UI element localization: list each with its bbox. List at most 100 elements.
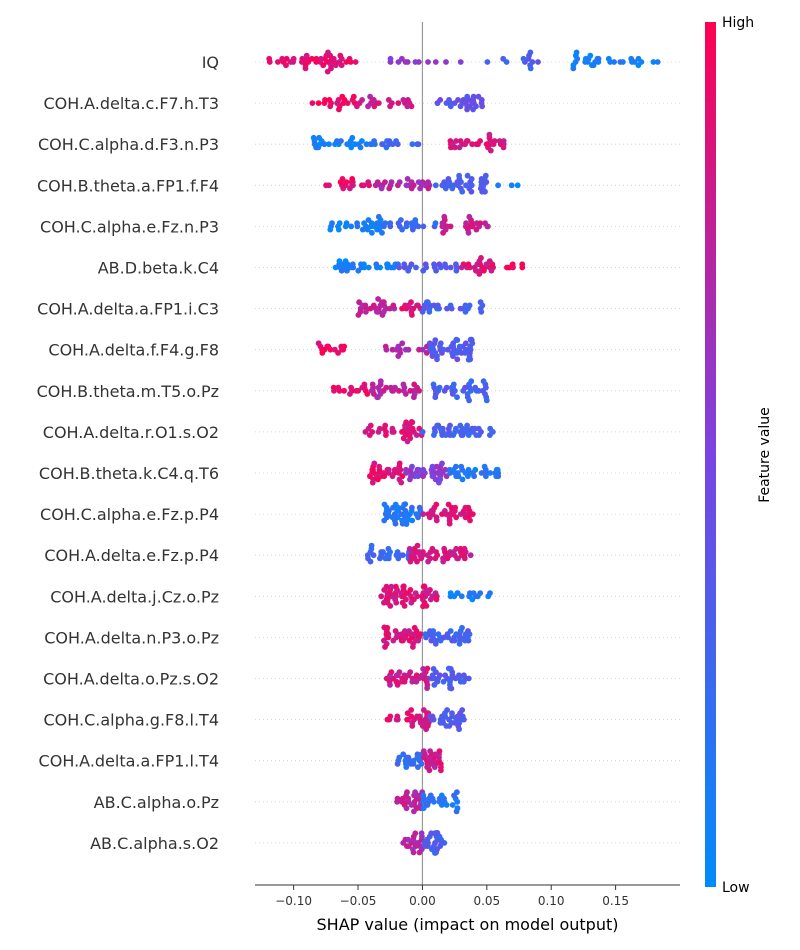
shap-point (439, 460, 445, 467)
feature-label: COH.A.delta.e.Fz.p.P4 (44, 546, 219, 565)
shap-point (415, 764, 421, 770)
shap-point (320, 62, 327, 69)
shap-point (453, 425, 459, 432)
shap-point (449, 672, 456, 679)
shap-point (444, 555, 451, 562)
shap-point (456, 343, 463, 350)
shap-point (335, 226, 342, 233)
shap-point (377, 555, 383, 562)
shap-point (336, 220, 343, 227)
shap-point (266, 55, 273, 62)
shap-point (376, 425, 383, 432)
shap-point (486, 258, 493, 264)
shap-point (402, 628, 408, 634)
shap-point (405, 843, 412, 849)
shap-point (380, 549, 386, 555)
shap-point (425, 675, 431, 682)
shap-point (399, 55, 405, 62)
shap-point (420, 466, 427, 473)
shap-point (467, 517, 473, 524)
shap-point (403, 419, 409, 426)
shap-point (408, 802, 415, 808)
shap-point (482, 220, 488, 227)
shap-point (382, 644, 388, 650)
shap-point (416, 504, 423, 511)
shap-point (381, 501, 388, 508)
shap-point (393, 599, 400, 606)
shap-point (399, 517, 405, 524)
shap-point (465, 356, 472, 363)
shap-point (412, 789, 418, 796)
shap-point (454, 555, 460, 562)
shap-point (382, 343, 389, 350)
shap-point (371, 103, 378, 110)
shap-point (416, 713, 423, 720)
shap-point (457, 103, 464, 110)
shap-point (400, 583, 407, 590)
shap-point (432, 476, 439, 483)
shap-point (427, 748, 433, 754)
shap-point (348, 384, 354, 391)
shap-point (463, 138, 470, 144)
shap-point (413, 678, 420, 685)
shap-point (375, 394, 381, 401)
shap-point (405, 97, 411, 103)
shap-point (334, 138, 340, 144)
shap-point (387, 55, 394, 62)
shap-point (469, 596, 476, 603)
shap-point (453, 261, 459, 268)
shap-point (433, 517, 440, 524)
shap-point (437, 340, 444, 347)
shap-point (404, 176, 411, 182)
shap-point (387, 103, 393, 110)
shap-point (470, 590, 477, 596)
shap-point (385, 631, 392, 638)
shap-point (369, 381, 376, 388)
shap-point (432, 394, 439, 401)
shap-point (348, 223, 355, 230)
shap-point (650, 59, 657, 65)
shap-point (408, 299, 414, 306)
shap-point (425, 59, 431, 65)
shap-point (472, 425, 478, 432)
shap-point (403, 805, 410, 812)
shap-point (465, 432, 472, 438)
shap-point (432, 850, 438, 856)
colorbar-gradient (705, 22, 716, 887)
shap-point (416, 387, 422, 394)
shap-point (399, 552, 406, 559)
shap-point (520, 55, 527, 62)
shap-point (434, 356, 440, 363)
shap-point (386, 138, 393, 144)
shap-point (407, 558, 414, 565)
shap-point (389, 473, 396, 480)
shap-point (339, 93, 346, 100)
shap-point (378, 593, 385, 600)
shap-point (412, 217, 419, 223)
shap-point (279, 55, 286, 62)
shap-point (375, 476, 381, 483)
shap-point (338, 138, 344, 144)
shap-point (459, 432, 466, 438)
shap-point (447, 302, 454, 309)
shap-point (406, 545, 413, 552)
shap-point (383, 675, 390, 682)
shap-point (395, 555, 402, 562)
shap-point (439, 182, 446, 189)
shap-point (393, 138, 399, 144)
feature-label: COH.A.delta.j.Cz.o.Pz (50, 587, 219, 606)
shap-point (429, 545, 436, 552)
shap-point (344, 141, 351, 148)
shap-point (329, 220, 335, 227)
shap-point (387, 603, 394, 609)
shap-point (400, 637, 406, 644)
shap-point (283, 55, 290, 62)
shap-point (413, 511, 420, 517)
shap-point (299, 55, 306, 62)
shap-point (450, 381, 457, 388)
shap-point (368, 387, 375, 394)
shap-point (423, 299, 430, 306)
shap-point (535, 59, 541, 65)
shap-point (396, 179, 403, 186)
shap-point (415, 637, 422, 644)
